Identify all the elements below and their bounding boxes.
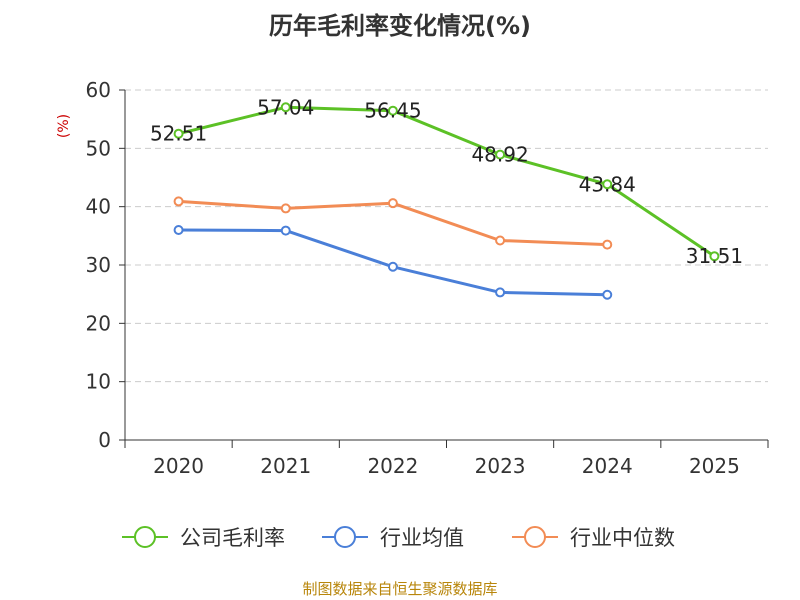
y-tick-label-10: 10 [86,370,111,394]
legend-label-0: 公司毛利率 [180,526,285,550]
data-point-s0-2025 [709,251,720,262]
data-point-s0-2023 [495,149,506,160]
legend-label-2: 行业中位数 [570,526,675,550]
data-point-s1-2021 [280,225,291,236]
x-tick-label-2021: 2021 [260,454,311,478]
data-label-2021: 57.04 [257,95,314,119]
source-note: 制图数据来自恒生聚源数据库 [302,580,498,598]
legend-marker-1 [334,526,356,548]
legend-item-0: 公司毛利率 [122,526,285,550]
data-point-s1-2024 [602,289,613,300]
legend-marker-0 [134,526,156,548]
chart-title: 历年毛利率变化情况(%) [269,12,531,40]
data-point-s2-2024 [602,239,613,250]
data-point-s1-2020 [173,225,184,235]
data-label-2024: 43.84 [579,172,636,196]
legend-marker-2 [524,526,546,548]
y-tick-label-50: 50 [86,136,111,160]
x-tick-label-2022: 2022 [367,454,418,478]
x-tick-label-2023: 2023 [475,454,526,478]
data-point-s0-2024 [602,179,613,190]
data-label-2023: 48.92 [471,143,528,167]
data-point-s0-2021 [280,102,291,113]
data-point-s2-2020 [173,196,184,207]
data-point-s0-2020 [173,128,184,139]
y-tick-label-30: 30 [86,253,111,277]
y-tick-label-60: 60 [86,78,111,102]
data-label-2022: 56.45 [364,99,421,123]
legend-label-1: 行业均值 [380,526,464,550]
data-point-s2-2023 [495,235,506,246]
x-tick-label-2020: 2020 [153,454,204,478]
series-line-0 [178,105,716,258]
data-point-s2-2021 [280,203,291,214]
legend-item-2: 行业中位数 [512,526,675,550]
x-tick-label-2025: 2025 [689,454,740,478]
data-point-s1-2023 [495,287,506,298]
data-point-s1-2022 [387,261,398,272]
data-point-s0-2022 [387,105,398,116]
data-label-2020: 52.51 [150,122,207,146]
y-tick-label-0: 0 [98,428,111,452]
legend-item-1: 行业均值 [322,526,464,550]
y-tick-label-20: 20 [86,311,111,335]
data-point-s2-2022 [387,198,398,209]
data-label-2025: 31.51 [686,244,743,268]
x-tick-label-2024: 2024 [582,454,633,478]
y-tick-label-40: 40 [86,195,111,219]
y-axis-label: (%) [56,114,72,138]
